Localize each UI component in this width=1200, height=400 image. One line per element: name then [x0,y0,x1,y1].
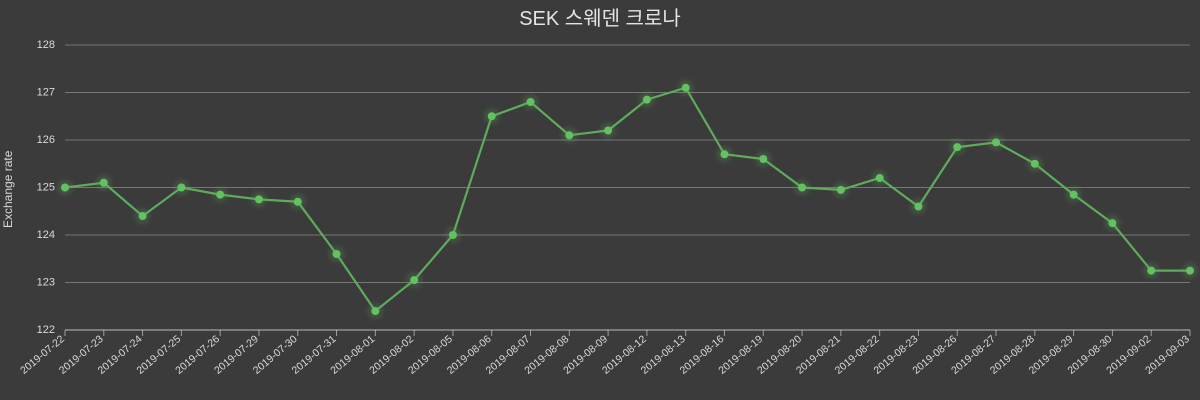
svg-text:128: 128 [37,39,55,51]
svg-text:127: 127 [37,86,55,98]
svg-text:126: 126 [37,134,55,146]
svg-text:122: 122 [37,324,55,336]
svg-text:125: 125 [37,181,55,193]
svg-text:124: 124 [37,229,55,241]
svg-text:123: 123 [37,276,55,288]
